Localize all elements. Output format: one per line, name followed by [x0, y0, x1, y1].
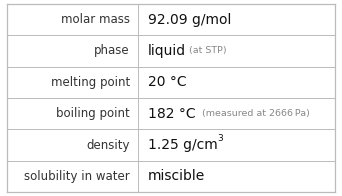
Text: liquid: liquid	[148, 44, 186, 58]
Text: (measured at 2666 Pa): (measured at 2666 Pa)	[196, 109, 310, 118]
Text: 92.09 g/mol: 92.09 g/mol	[148, 13, 232, 27]
Text: (at STP): (at STP)	[186, 46, 227, 55]
Text: phase: phase	[94, 44, 130, 57]
Text: 1.25 g/cm: 1.25 g/cm	[148, 138, 218, 152]
Text: solubility in water: solubility in water	[24, 170, 130, 183]
Text: melting point: melting point	[51, 76, 130, 89]
Text: 20 °C: 20 °C	[148, 75, 187, 89]
Text: density: density	[87, 139, 130, 152]
Text: boiling point: boiling point	[56, 107, 130, 120]
Text: 182 °C: 182 °C	[148, 107, 196, 121]
Text: miscible: miscible	[148, 169, 205, 183]
Text: 3: 3	[218, 134, 224, 143]
Text: molar mass: molar mass	[61, 13, 130, 26]
